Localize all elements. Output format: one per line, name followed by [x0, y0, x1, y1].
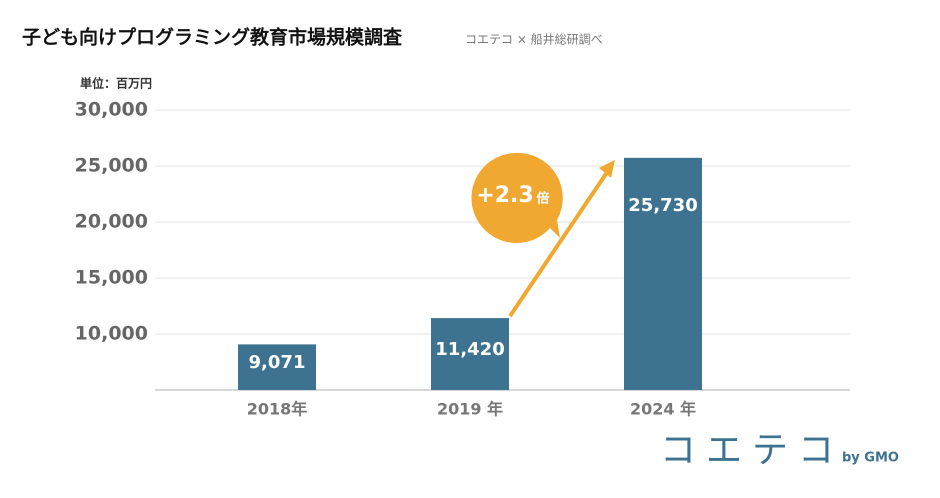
y-tick-label: 15,000: [75, 267, 148, 289]
bar: [624, 157, 702, 390]
x-tick-label: 2024 年: [630, 400, 696, 419]
y-tick-label: 30,000: [75, 99, 148, 121]
x-tick-label: 2018年: [247, 400, 308, 419]
growth-arrow: [508, 166, 612, 318]
logo: コエテコ: [660, 430, 844, 471]
y-tick-label: 20,000: [75, 211, 148, 233]
bar: [238, 344, 316, 390]
y-tick-label: 25,000: [75, 155, 148, 177]
y-tick-label: 10,000: [75, 323, 148, 345]
unit-label: 単位：百万円: [80, 76, 152, 91]
annotation-value: +2.3: [476, 183, 533, 208]
annotation-unit: 倍: [536, 191, 549, 207]
value-label: 25,730: [628, 195, 697, 216]
bar: [431, 318, 509, 390]
value-label: 9,071: [249, 352, 306, 373]
arrow-head: [599, 159, 615, 178]
chart-title: 子ども向けプログラミング教育市場規模調査: [22, 26, 403, 49]
x-tick-label: 2019 年: [437, 400, 503, 419]
chart-subtitle: コエテコ × 船井総研調べ: [465, 33, 603, 47]
bubble: [471, 152, 563, 243]
logo-by: by GMO: [842, 451, 899, 466]
value-label: 11,420: [435, 339, 504, 360]
